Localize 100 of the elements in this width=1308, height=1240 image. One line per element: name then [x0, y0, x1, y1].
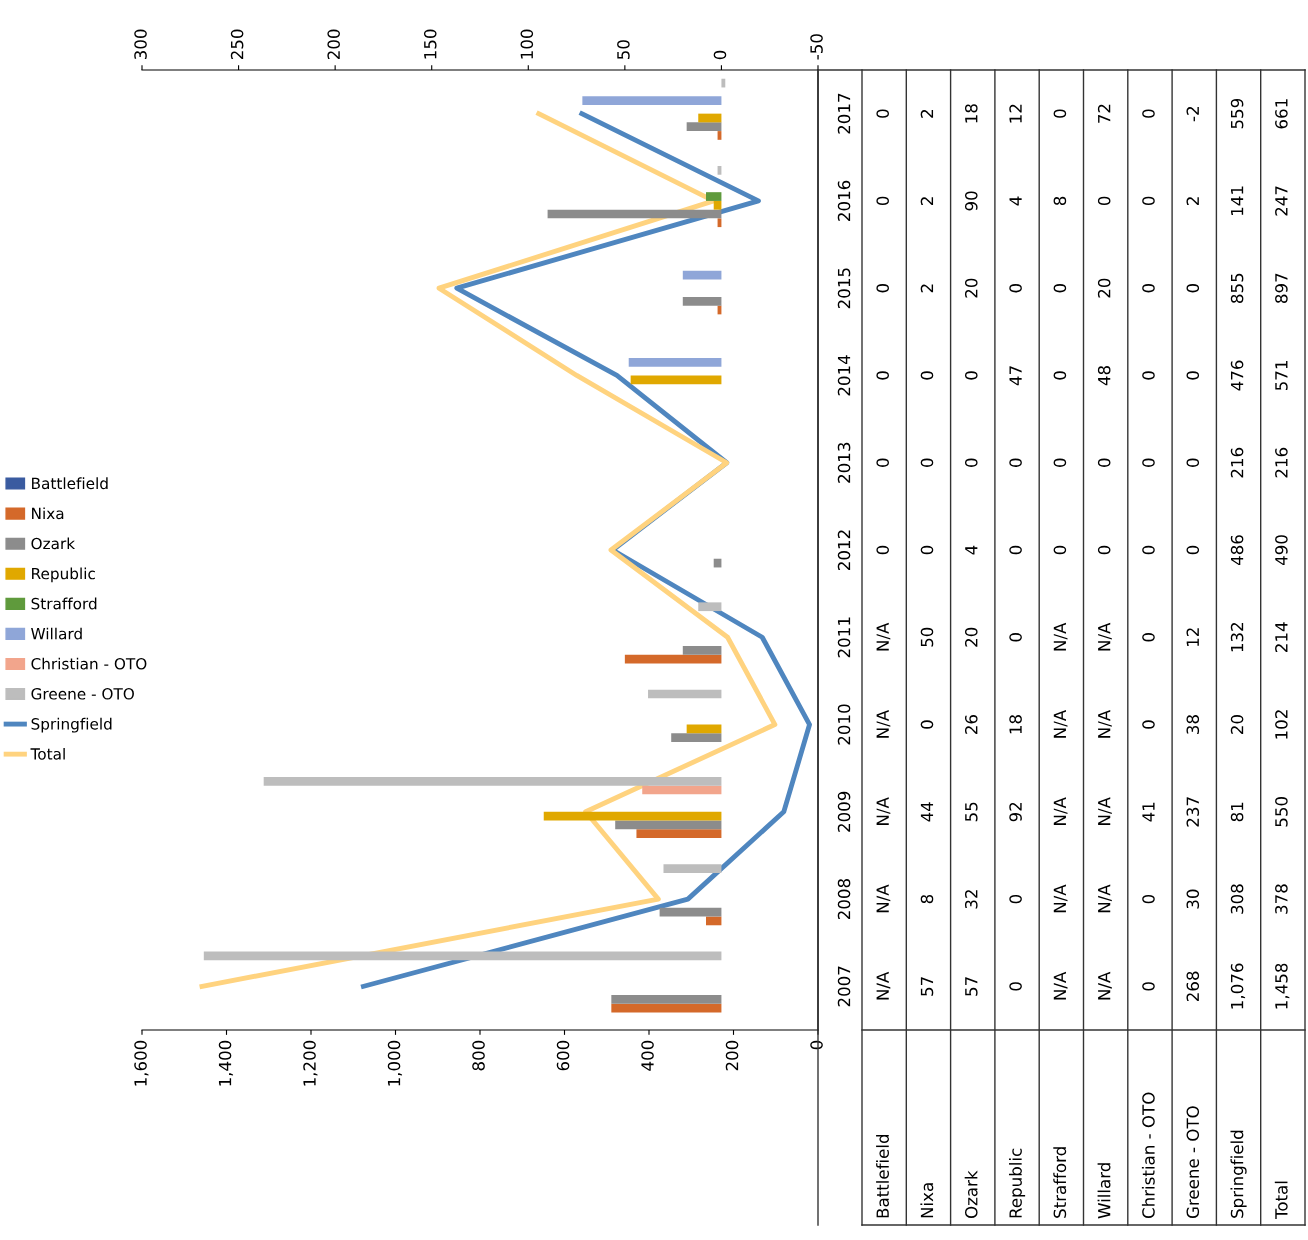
legend-label: Willard — [31, 627, 82, 640]
y-tick-label: 2014 — [837, 355, 851, 396]
data-label: 0 — [1142, 283, 1155, 293]
data-label: 50 — [920, 627, 934, 647]
data-label: 0 — [1053, 371, 1067, 380]
data-label: 237 — [1186, 797, 1200, 827]
y-tick-label: 2017 — [837, 93, 851, 134]
data-label: 216 — [1275, 447, 1288, 478]
data-label: 12 — [1186, 628, 1199, 647]
data-label: 214 — [1275, 622, 1288, 652]
data-label: 12 — [1009, 104, 1022, 123]
data-label: 476 — [1230, 360, 1244, 391]
data-label: 2 — [920, 197, 934, 205]
data-label: 0 — [876, 109, 889, 118]
data-label: 38 — [1186, 715, 1200, 734]
data-label: 0 — [1053, 109, 1067, 118]
data-label: 48 — [1097, 365, 1111, 386]
x2-tick-label: -50 — [810, 34, 823, 60]
text: N/A — [1053, 622, 1068, 651]
data-label: 0 — [1053, 545, 1067, 555]
text: N/A — [1098, 622, 1112, 651]
text: N/A — [1098, 709, 1112, 738]
y-tick-label: 2010 — [837, 704, 851, 745]
data-label: 0 — [1142, 545, 1155, 555]
data-label: 0 — [964, 371, 978, 380]
text: Battlefield — [876, 1134, 889, 1218]
legend-label: Strafford — [31, 597, 97, 610]
data-label: 247 — [1275, 186, 1288, 216]
data-label: 308 — [1230, 884, 1244, 914]
data-label: 897 — [1275, 273, 1288, 303]
data-label: 0 — [1009, 633, 1022, 642]
legend-label: Springfield — [31, 717, 112, 733]
x2-tick-label: 150 — [423, 29, 437, 59]
text: N/A — [1053, 884, 1068, 913]
data-label: 490 — [1275, 535, 1288, 566]
legend-label: Nixa — [32, 507, 64, 520]
data-label: 0 — [1097, 458, 1111, 467]
x-tick-label: 1,000 — [387, 1040, 403, 1086]
text: N/A — [1098, 797, 1112, 825]
data-label: 57 — [920, 977, 934, 996]
data-label: 0 — [920, 545, 934, 555]
data-label: 0 — [1009, 982, 1022, 991]
text: N/A — [1053, 971, 1068, 1000]
data-label: 72 — [1097, 104, 1111, 123]
data-label: 0 — [920, 371, 934, 380]
text: Nixa — [920, 1183, 934, 1218]
data-label: 0 — [876, 545, 889, 555]
data-label: 2 — [920, 284, 934, 293]
x2-tick-label: 0 — [713, 50, 727, 60]
x2-tick-label: 50 — [617, 40, 630, 59]
text: N/A — [876, 797, 891, 825]
data-label: 18 — [964, 104, 978, 123]
text: Total — [1274, 1181, 1288, 1220]
text: N/A — [1098, 884, 1112, 913]
y-tick-label: 2011 — [837, 617, 851, 658]
data-label: 0 — [920, 720, 934, 729]
data-label: 0 — [876, 458, 889, 467]
text: N/A — [876, 709, 891, 738]
y-tick-label: 2012 — [837, 530, 851, 570]
text: N/A — [876, 884, 891, 913]
data-label: 32 — [964, 890, 978, 909]
data-label: 132 — [1230, 623, 1244, 652]
text: Christian - OTO — [1141, 1092, 1155, 1219]
data-label: 20 — [1230, 715, 1244, 734]
text: Willard — [1097, 1163, 1111, 1219]
data-label: 26 — [964, 714, 978, 734]
data-label: 102 — [1275, 710, 1288, 739]
data-label: 0 — [1009, 458, 1022, 467]
text: Ozark — [964, 1170, 978, 1219]
legend-label: Christian - OTO — [31, 657, 147, 670]
data-label: 571 — [1275, 361, 1288, 391]
data-label: 0 — [1097, 545, 1111, 555]
y-tick-label: 2015 — [837, 268, 851, 309]
data-label: 4 — [1009, 196, 1022, 206]
data-label: 18 — [1009, 715, 1022, 734]
data-label: 20 — [964, 627, 978, 647]
data-label: 0 — [1186, 458, 1200, 467]
data-label: 0 — [876, 283, 889, 293]
data-label: 41 — [1142, 802, 1155, 822]
legend-label: Republic — [32, 567, 95, 583]
data-label: 0 — [1053, 458, 1067, 467]
y-tick-label: 2007 — [837, 966, 851, 1007]
data-label: 2 — [1186, 197, 1199, 205]
data-label: 0 — [1142, 894, 1155, 904]
data-label: 0 — [876, 196, 889, 206]
data-label: 0 — [1142, 633, 1155, 642]
x-tick-label: 0 — [810, 1040, 823, 1050]
data-label: 0 — [1186, 371, 1200, 380]
data-label: 30 — [1186, 889, 1200, 909]
data-label: 0 — [964, 458, 978, 467]
text: Greene - OTO — [1186, 1106, 1200, 1219]
data-label: 57 — [965, 977, 978, 996]
data-label: 0 — [1009, 545, 1022, 555]
x2-tick-label: 250 — [230, 29, 244, 60]
x-tick-label: 1,200 — [303, 1040, 318, 1086]
data-label: 141 — [1231, 186, 1244, 215]
data-label: 0 — [1009, 283, 1022, 293]
data-label: 0 — [1142, 982, 1155, 991]
legend-label: Greene - OTO — [31, 688, 134, 700]
data-label: 20 — [1097, 278, 1111, 298]
